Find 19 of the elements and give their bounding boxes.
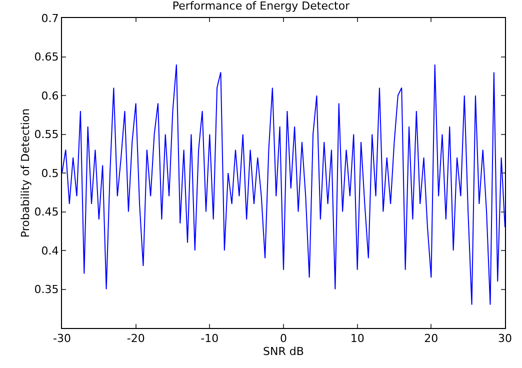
x-tick-label: 20 (424, 332, 438, 346)
y-tick-label: 0.6 (41, 89, 59, 102)
y-tick-label: 0.7 (41, 12, 59, 25)
x-tick-label: -20 (126, 332, 145, 346)
y-tick-label: 0.55 (34, 128, 59, 142)
chart-title: Performance of Energy Detector (172, 0, 350, 13)
y-tick-label: 0.35 (34, 283, 59, 296)
line-series (62, 64, 505, 306)
x-tick-label: -10 (200, 332, 219, 346)
y-tick-label: 0.4 (41, 244, 59, 258)
x-tick-label: 0 (280, 332, 287, 346)
y-tick-label: 0.5 (41, 166, 59, 180)
x-tick-label: 10 (350, 332, 364, 346)
y-tick-label: 0.65 (34, 50, 59, 64)
x-axis-title: SNR dB (263, 345, 304, 358)
y-tick-label: 0.45 (34, 206, 59, 219)
x-tick-label: 30 (498, 332, 512, 346)
y-axis-title: Probability of Detection (18, 108, 32, 238)
x-tick-label: -30 (53, 332, 71, 346)
